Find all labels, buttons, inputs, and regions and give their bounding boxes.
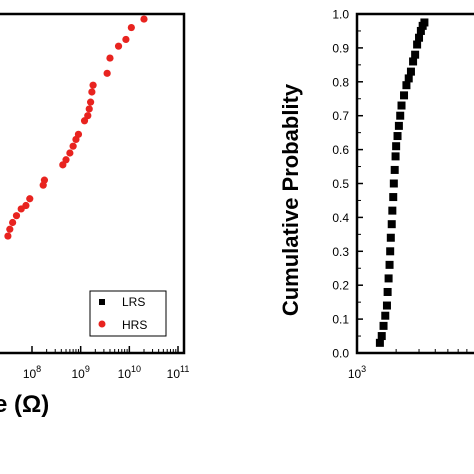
lrs-point bbox=[388, 206, 397, 215]
lrs-point bbox=[381, 311, 390, 320]
right-y-ticks bbox=[357, 13, 363, 354]
left-chart-panel: 108 109 1010 1011 LRS HRS e (Ω) bbox=[0, 12, 190, 418]
right-y-tick-label: 0.9 bbox=[332, 41, 349, 55]
lrs-point bbox=[391, 152, 400, 161]
lrs-point bbox=[416, 26, 425, 35]
lrs-point bbox=[397, 101, 406, 110]
right-x-tick-label: 103 bbox=[348, 364, 366, 381]
hrs-point bbox=[85, 105, 93, 113]
lrs-point bbox=[413, 40, 422, 49]
left-plot-frame bbox=[0, 12, 186, 355]
hrs-point bbox=[106, 54, 114, 62]
hrs-point bbox=[9, 218, 17, 227]
lrs-point bbox=[409, 57, 418, 66]
right-chart-panel: 0.0 0.1 0.2 0.3 0.4 0.5 0.6 0.7 0.8 0.9 1.0 103 Cu… bbox=[278, 8, 474, 381]
lrs-point bbox=[382, 301, 391, 310]
lrs-points bbox=[375, 18, 429, 347]
lrs-point bbox=[390, 165, 399, 174]
hrs-point bbox=[80, 117, 89, 125]
lrs-point bbox=[392, 142, 401, 151]
lrs-point bbox=[404, 74, 413, 83]
right-y-tick-label: 0.5 bbox=[332, 177, 349, 191]
lrs-point bbox=[385, 260, 394, 269]
hrs-point bbox=[87, 98, 95, 106]
right-y-tick-label: 0.3 bbox=[332, 245, 349, 259]
left-x-axis-label: e (Ω) bbox=[0, 391, 49, 418]
left-x-ticks bbox=[31, 346, 179, 353]
right-y-tick-label: 0.0 bbox=[332, 347, 349, 361]
right-x-tick-labels: 103 bbox=[348, 364, 366, 381]
lrs-point bbox=[386, 233, 395, 242]
hrs-point bbox=[122, 35, 130, 44]
lrs-point bbox=[394, 121, 403, 130]
hrs-point bbox=[88, 88, 96, 96]
right-x-ticks bbox=[356, 346, 468, 353]
lrs-point bbox=[377, 332, 386, 341]
hrs-points bbox=[4, 15, 148, 240]
right-y-axis-label: Cumulative Probablity bbox=[278, 83, 303, 316]
hrs-point bbox=[127, 23, 135, 32]
legend-box bbox=[89, 290, 167, 337]
right-y-tick-labels: 0.0 0.1 0.2 0.3 0.4 0.5 0.6 0.7 0.8 0.9 1.0 bbox=[332, 8, 349, 361]
lrs-point bbox=[396, 111, 405, 120]
lrs-point bbox=[384, 274, 393, 283]
left-x-tick-label: 1011 bbox=[167, 364, 190, 381]
hrs-point bbox=[6, 225, 14, 233]
lrs-point bbox=[402, 81, 411, 90]
right-y-tick-label: 0.7 bbox=[332, 109, 349, 123]
hrs-point bbox=[72, 135, 80, 144]
lrs-point bbox=[389, 179, 398, 188]
hrs-point bbox=[66, 149, 74, 157]
hrs-point bbox=[17, 205, 25, 213]
lrs-point bbox=[406, 67, 415, 76]
lrs-point bbox=[411, 50, 420, 59]
hrs-point bbox=[114, 42, 123, 50]
lrs-point bbox=[379, 321, 388, 330]
left-x-tick-label: 108 bbox=[23, 364, 41, 381]
right-y-tick-label: 0.4 bbox=[332, 211, 349, 225]
lrs-point bbox=[386, 247, 395, 256]
hrs-point bbox=[89, 81, 97, 89]
hrs-point bbox=[12, 212, 21, 220]
right-y-tick-label: 1.0 bbox=[332, 8, 349, 22]
hrs-point bbox=[140, 15, 148, 23]
legend-marker-lrs bbox=[99, 299, 105, 305]
hrs-point bbox=[69, 142, 77, 150]
legend-marker-hrs bbox=[98, 320, 106, 328]
right-y-tick-label: 0.2 bbox=[332, 279, 349, 293]
lrs-point bbox=[375, 338, 384, 347]
hrs-point bbox=[103, 69, 111, 77]
lrs-point bbox=[383, 287, 392, 296]
lrs-point bbox=[420, 18, 429, 27]
legend: LRS HRS bbox=[89, 290, 167, 337]
lrs-point bbox=[393, 132, 402, 141]
lrs-point bbox=[400, 91, 409, 100]
legend-label-lrs: LRS bbox=[122, 295, 145, 309]
right-y-tick-label: 0.6 bbox=[332, 143, 349, 157]
left-x-tick-labels: 108 109 1010 1011 bbox=[23, 364, 190, 381]
lrs-point bbox=[387, 220, 396, 229]
lrs-point bbox=[415, 33, 424, 42]
right-y-tick-label: 0.1 bbox=[332, 313, 349, 327]
hrs-point bbox=[26, 195, 34, 203]
legend-label-hrs: HRS bbox=[122, 318, 147, 332]
left-x-tick-label: 1010 bbox=[118, 364, 141, 381]
right-y-tick-label: 0.8 bbox=[332, 75, 349, 89]
hrs-point bbox=[4, 232, 12, 240]
left-x-tick-label: 109 bbox=[71, 364, 89, 381]
lrs-point bbox=[389, 193, 398, 202]
hrs-point bbox=[39, 181, 47, 189]
hrs-point bbox=[59, 161, 67, 169]
